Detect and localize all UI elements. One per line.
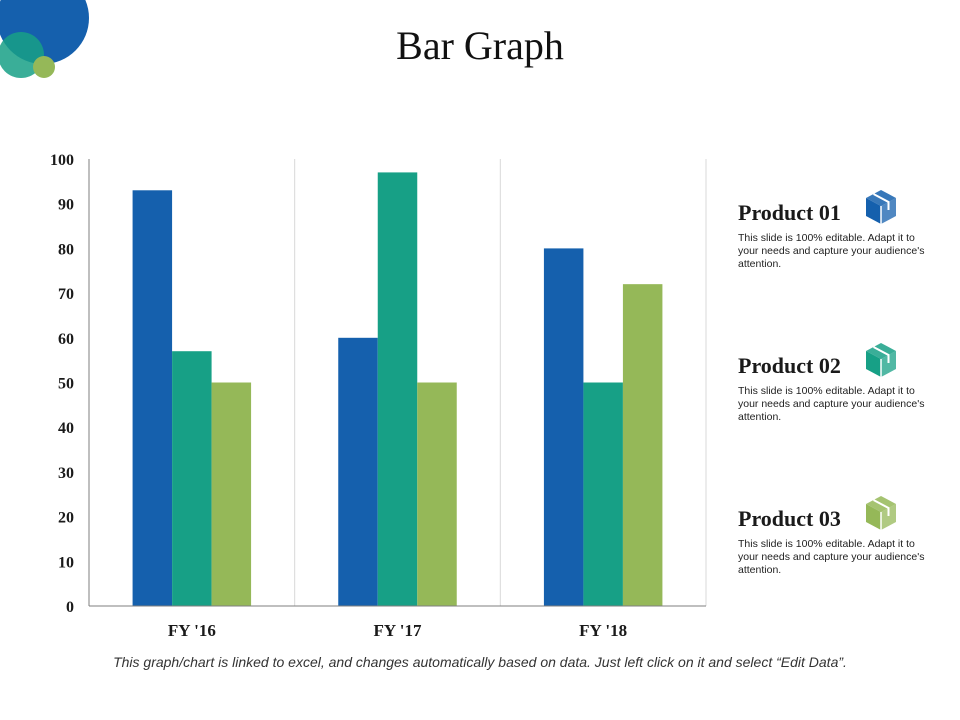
bars-layer <box>132 172 663 607</box>
legend-title: Product 01 <box>738 200 841 225</box>
box-icon <box>866 190 896 224</box>
grid-layer <box>294 159 707 606</box>
box-icon-left <box>866 504 881 530</box>
y-tick-label: 90 <box>58 197 74 214</box>
box-icon-right <box>881 351 896 377</box>
y-tick-label: 50 <box>58 376 74 393</box>
box-icon-right <box>881 198 896 224</box>
bar <box>172 351 212 606</box>
legend-title: Product 02 <box>738 353 841 378</box>
y-tick-label: 100 <box>50 152 74 169</box>
x-tick-label: FY '16 <box>168 621 216 640</box>
box-icon-tape <box>873 193 890 210</box>
legend-title: Product 03 <box>738 506 841 531</box>
box-icon <box>866 343 896 377</box>
legend-description: This slide is 100% editable. Adapt it to… <box>738 385 925 423</box>
x-tick-label: FY '18 <box>579 621 627 640</box>
bar <box>377 172 418 606</box>
axes-layer <box>88 159 706 607</box>
decorative-circles <box>0 0 89 78</box>
y-tick-label: 40 <box>58 420 74 437</box>
y-tick-label: 0 <box>66 599 74 616</box>
decorative-circle-small <box>33 56 55 78</box>
box-icon-left <box>866 351 881 377</box>
y-tick-label: 30 <box>58 465 74 482</box>
legend-description: This slide is 100% editable. Adapt it to… <box>738 538 925 576</box>
y-tick-label: 80 <box>58 241 74 258</box>
bar <box>622 284 663 606</box>
x-tick-labels: FY '16 FY '17 FY '18 <box>168 621 627 640</box>
y-tick-label: 20 <box>58 510 74 527</box>
footer-note: This graph/chart is linked to excel, and… <box>113 654 847 670</box>
decorative-circle-medium <box>0 32 44 78</box>
bar <box>417 382 457 606</box>
bar <box>211 382 252 606</box>
y-tick-label: 60 <box>58 331 74 348</box>
box-icon-right <box>881 504 896 530</box>
box-icon-tape <box>873 346 890 363</box>
page-title: Bar Graph <box>396 23 564 68</box>
bar <box>583 382 623 606</box>
legend-description: This slide is 100% editable. Adapt it to… <box>738 232 925 270</box>
y-tick-labels: 0 10 20 30 40 50 60 70 80 90 100 <box>50 152 74 616</box>
bar <box>338 337 378 606</box>
box-icon-left <box>866 198 881 224</box>
bar <box>132 190 173 607</box>
box-icon-tape <box>873 499 890 516</box>
y-tick-label: 10 <box>58 554 74 571</box>
y-tick-label: 70 <box>58 286 74 303</box>
x-tick-label: FY '17 <box>373 621 422 640</box>
box-icon <box>866 496 896 530</box>
bar <box>543 248 584 606</box>
